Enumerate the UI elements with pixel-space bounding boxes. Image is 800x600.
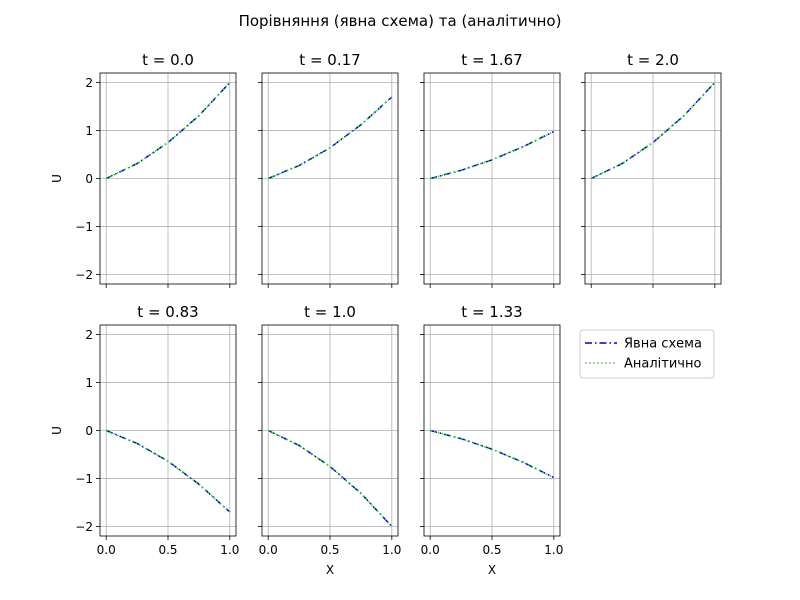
subplot-title: t = 1.33: [461, 303, 522, 321]
subplot-3: t = 1.67: [420, 51, 561, 288]
y-tick-label: 0: [85, 424, 93, 438]
legend-entry-label: Аналітично: [624, 357, 701, 372]
y-tick-label: 0: [85, 172, 93, 186]
legend-entry-label: Явна схема: [624, 337, 702, 352]
series-line-analytic: [430, 130, 555, 180]
x-tick-label: 0.0: [97, 543, 116, 557]
y-axis-label: U: [50, 174, 64, 183]
y-tick-label: 1: [85, 376, 93, 390]
x-tick-label: 0.5: [320, 543, 339, 557]
y-tick-label: −1: [75, 220, 93, 234]
subplot-title: t = 0.0: [142, 51, 194, 69]
subplot-title: t = 1.67: [461, 51, 522, 69]
x-tick-label: 1.0: [220, 543, 239, 557]
subplot-5: t = 0.83 2 1 0 −1 −2 0.0 0.5 1.0 U: [50, 303, 239, 557]
subplot-2: t = 0.17: [258, 51, 399, 288]
y-tick-label: 2: [85, 328, 93, 342]
subplot-title: t = 2.0: [627, 51, 679, 69]
figure-suptitle: Порівняння (явна схема) та (аналітично): [239, 12, 562, 30]
y-tick-label: 1: [85, 124, 93, 138]
x-axis-label: X: [326, 563, 334, 577]
subplot-1: t = 0.0 2 1 0 −1 −2 U: [50, 51, 237, 288]
x-tick-label: 0.5: [158, 543, 177, 557]
series-line-analytic: [430, 429, 555, 479]
legend-box: [579, 329, 715, 379]
x-tick-label: 0.0: [421, 543, 440, 557]
y-tick-label: −2: [75, 268, 93, 282]
y-tick-label: −2: [75, 520, 93, 534]
legend: Явна схема Аналітично: [579, 329, 715, 379]
x-tick-label: 1.0: [382, 543, 401, 557]
series-line-analytic: [105, 429, 231, 513]
x-tick-label: 1.0: [544, 543, 563, 557]
subplot-grid: t = 0.0 2 1 0 −1 −2 Ut = 0.17 t = 1.67 t = 2.0 t …: [50, 51, 722, 577]
subplot-4: t = 2.0: [581, 51, 722, 288]
subplot-title: t = 0.17: [299, 51, 360, 69]
x-tick-label: 0.0: [259, 543, 278, 557]
subplot-title: t = 0.83: [137, 303, 198, 321]
series-line-analytic: [267, 96, 393, 180]
x-tick-label: 0.5: [482, 543, 501, 557]
subplot-title: t = 1.0: [304, 303, 356, 321]
subplot-6: t = 1.0 0.0 0.5 1.0 X: [258, 303, 401, 577]
y-axis-label: U: [50, 426, 64, 435]
y-tick-label: 2: [85, 76, 93, 90]
subplot-7: t = 1.33 0.0 0.5 1.0 X: [420, 303, 563, 577]
y-tick-label: −1: [75, 472, 93, 486]
x-axis-label: X: [488, 563, 496, 577]
